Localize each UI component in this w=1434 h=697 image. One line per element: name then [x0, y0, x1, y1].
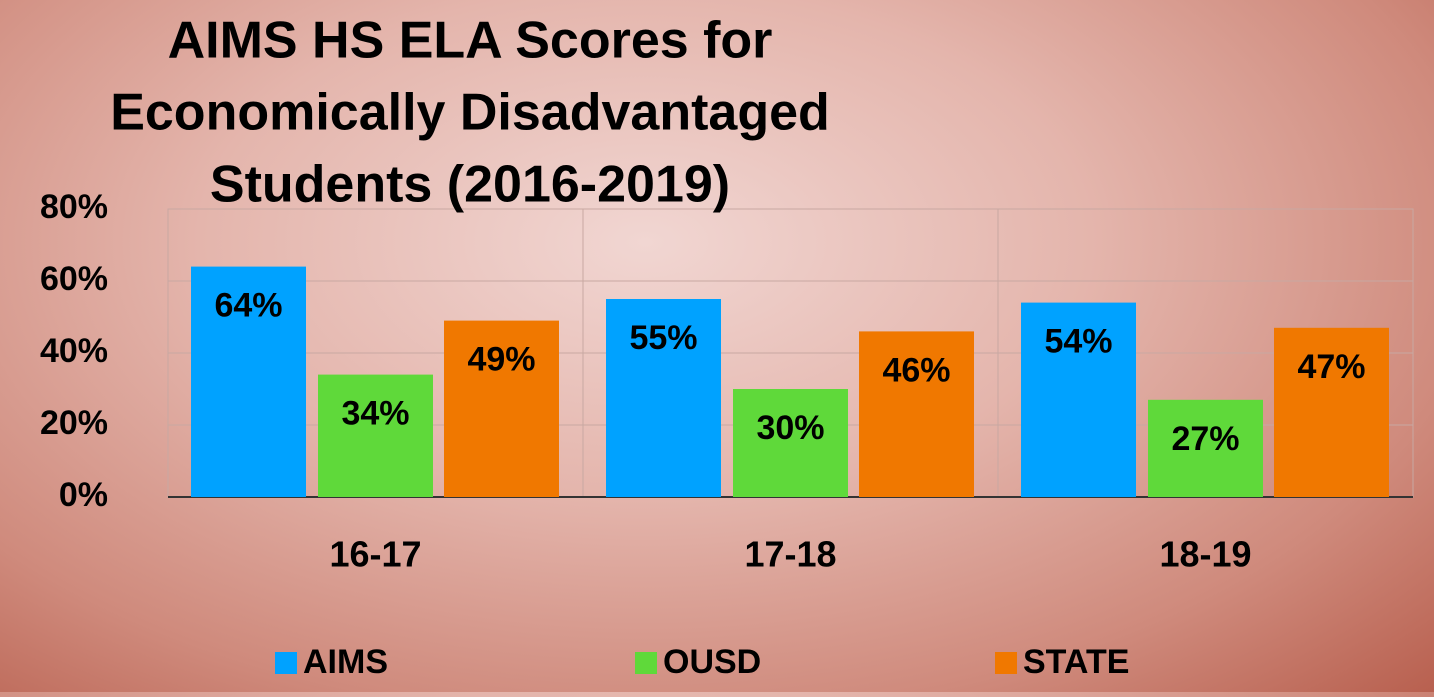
- y-tick-label: 80%: [40, 188, 108, 226]
- data-label: 54%: [1044, 323, 1112, 361]
- data-label: 55%: [629, 319, 697, 357]
- y-tick-label: 40%: [40, 332, 108, 370]
- legend-label: OUSD: [663, 643, 761, 681]
- legend-swatch: [275, 652, 297, 674]
- data-label: 34%: [341, 395, 409, 433]
- legend-swatch: [995, 652, 1017, 674]
- legend-label: STATE: [1023, 643, 1129, 681]
- legend-swatch: [635, 652, 657, 674]
- bar: [318, 374, 433, 497]
- bar: [444, 320, 559, 497]
- y-tick-label: 60%: [40, 260, 108, 298]
- data-label: 47%: [1297, 348, 1365, 386]
- x-tick-label: 18-19: [1159, 534, 1251, 575]
- data-label: 27%: [1171, 420, 1239, 458]
- bar: [191, 266, 306, 497]
- legend-label: AIMS: [303, 643, 388, 681]
- chart-title: Economically Disadvantaged: [110, 84, 830, 142]
- y-tick-label: 0%: [59, 476, 108, 514]
- data-label: 46%: [882, 351, 950, 389]
- bar: [1274, 327, 1389, 497]
- x-tick-label: 17-18: [744, 534, 836, 575]
- bar: [1148, 399, 1263, 497]
- data-label: 30%: [756, 409, 824, 447]
- data-label: 64%: [214, 287, 282, 325]
- bar: [859, 331, 974, 497]
- bar: [1021, 302, 1136, 497]
- data-label: 49%: [467, 341, 535, 379]
- x-tick-label: 16-17: [329, 534, 421, 575]
- bar: [733, 389, 848, 497]
- y-tick-label: 20%: [40, 404, 108, 442]
- chart-title: AIMS HS ELA Scores for: [168, 12, 773, 70]
- bar: [606, 299, 721, 497]
- chart-title: Students (2016-2019): [210, 156, 730, 214]
